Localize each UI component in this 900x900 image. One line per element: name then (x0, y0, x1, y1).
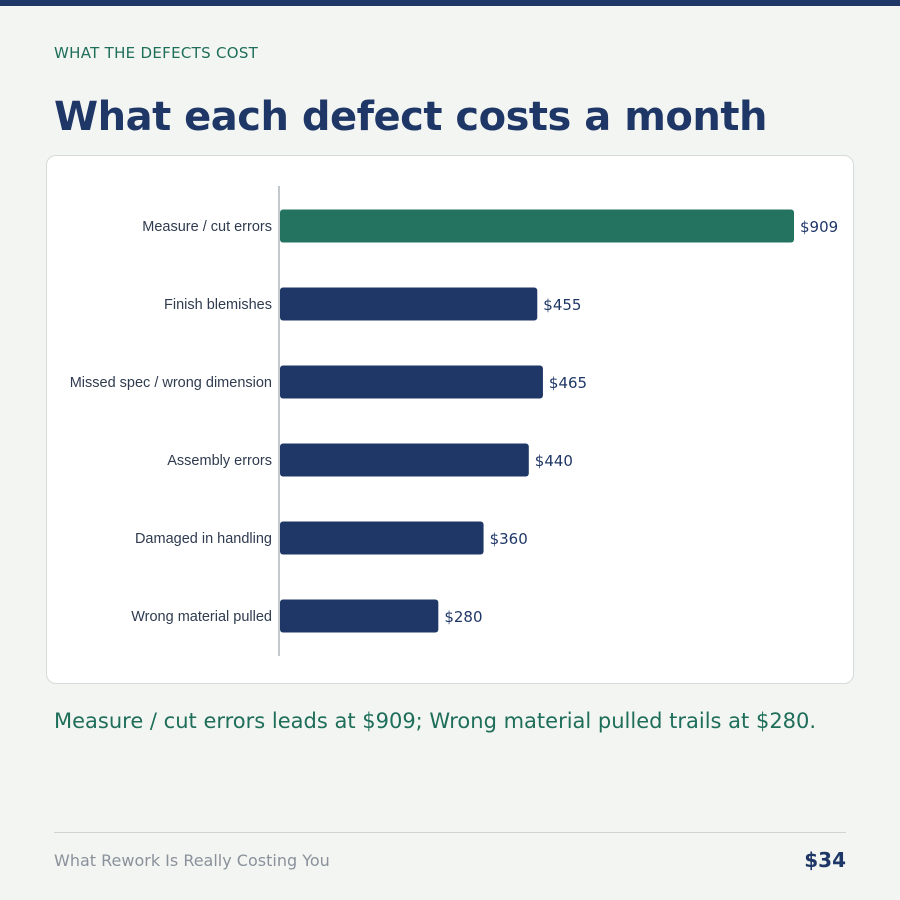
category-label: Assembly errors (167, 453, 272, 469)
chart-card: Measure / cut errors $909 Finish blemishes… (46, 155, 854, 684)
value-label: $455 (543, 296, 581, 314)
category-label: Wrong material pulled (131, 609, 272, 625)
category-label: Missed spec / wrong dimension (70, 375, 272, 391)
bar (280, 599, 439, 633)
section-eyebrow: WHAT THE DEFECTS COST (54, 44, 259, 62)
value-label: $909 (800, 218, 838, 236)
footer-divider (54, 832, 846, 833)
page-title: What each defect costs a month (54, 94, 767, 140)
value-label: $440 (535, 452, 573, 470)
footer-page-value: $34 (804, 848, 846, 872)
category-label: Measure / cut errors (142, 219, 272, 235)
bar (280, 365, 543, 399)
takeaway-text: Measure / cut errors leads at $909; Wron… (54, 709, 817, 733)
bar (280, 443, 529, 477)
value-label: $465 (549, 374, 587, 392)
category-label: Damaged in handling (135, 531, 272, 547)
value-label: $280 (444, 608, 482, 626)
category-label: Finish blemishes (164, 297, 272, 313)
bar (280, 209, 794, 243)
bar (280, 521, 484, 555)
top-accent-bar (0, 0, 900, 6)
footer-title: What Rework Is Really Costing You (54, 851, 330, 870)
value-label: $360 (490, 530, 528, 548)
bar (280, 287, 538, 321)
bar-chart: Measure / cut errors $909 Finish blemishes… (70, 186, 838, 656)
